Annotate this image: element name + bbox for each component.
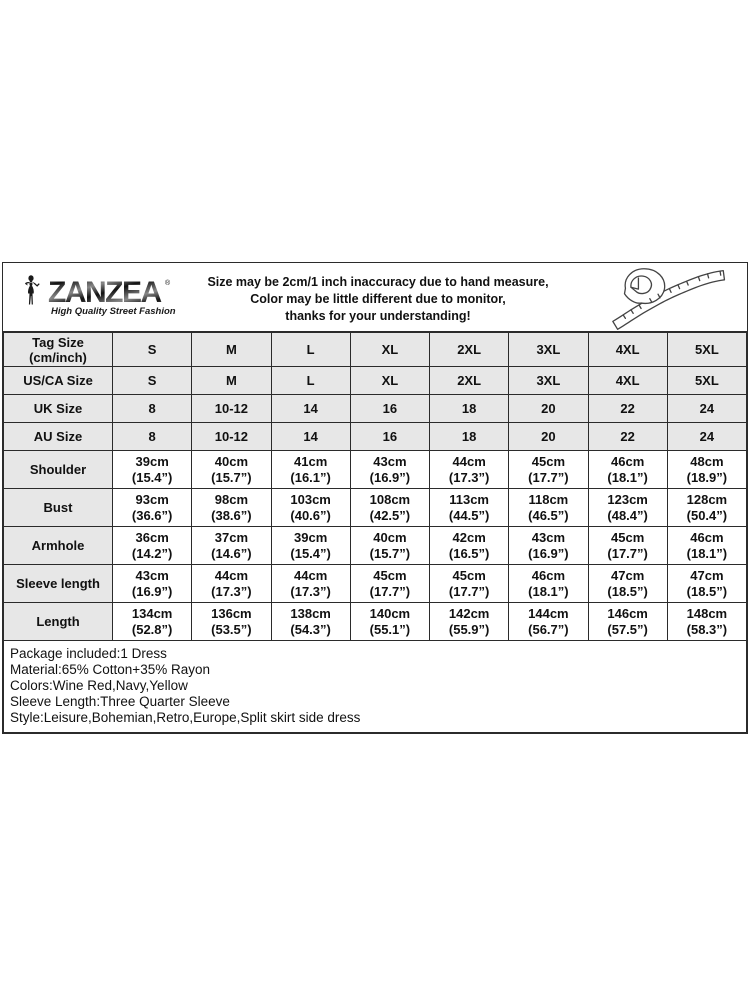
- svg-text:High Quality Street Fashion: High Quality Street Fashion: [51, 306, 176, 317]
- svg-text:®: ®: [165, 279, 171, 287]
- svg-text:ZANZEA: ZANZEA: [48, 276, 161, 309]
